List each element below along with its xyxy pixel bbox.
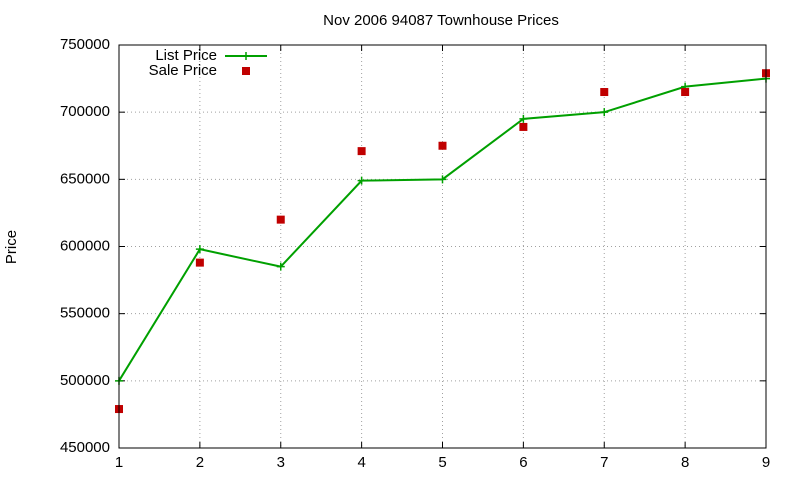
point-marker — [276, 262, 285, 271]
point-marker — [357, 176, 366, 185]
x-tick-label: 7 — [600, 454, 608, 471]
y-tick-label: 750000 — [60, 36, 110, 53]
x-tick-label: 3 — [277, 454, 285, 471]
x-tick-label: 4 — [357, 454, 365, 471]
point-marker — [438, 141, 447, 150]
x-tick-label: 1 — [115, 454, 123, 471]
point-marker — [600, 108, 609, 117]
legend-label: Sale Price — [149, 62, 217, 79]
point-marker — [681, 88, 690, 97]
point-marker — [519, 122, 528, 131]
point-marker — [600, 88, 609, 97]
point-marker — [438, 175, 447, 184]
point-marker — [276, 215, 285, 224]
point-marker — [195, 245, 204, 254]
legend-swatch — [242, 52, 250, 60]
y-tick-label: 450000 — [60, 439, 110, 456]
x-tick-label: 9 — [762, 454, 770, 471]
plot-border — [118, 44, 767, 449]
y-tick-label: 550000 — [60, 305, 110, 322]
point-marker — [519, 114, 528, 123]
y-tick-label: 650000 — [60, 170, 110, 187]
point-marker — [195, 258, 204, 267]
x-tick-label: 8 — [681, 454, 689, 471]
legend-label: List Price — [155, 47, 217, 64]
x-tick-label: 5 — [438, 454, 446, 471]
legend-swatch — [242, 67, 250, 75]
x-tick-label: 6 — [519, 454, 527, 471]
y-axis-label: Price — [3, 230, 20, 264]
y-tick-label: 700000 — [60, 103, 110, 120]
chart-title: Nov 2006 94087 Townhouse Prices — [323, 12, 559, 29]
grid: 450000 500000 550000 600000 650000 700000 7500… — [60, 36, 770, 471]
point-marker — [357, 147, 366, 156]
x-tick-label: 2 — [196, 454, 204, 471]
y-tick-label: 600000 — [60, 237, 110, 254]
y-tick-label: 500000 — [60, 372, 110, 389]
